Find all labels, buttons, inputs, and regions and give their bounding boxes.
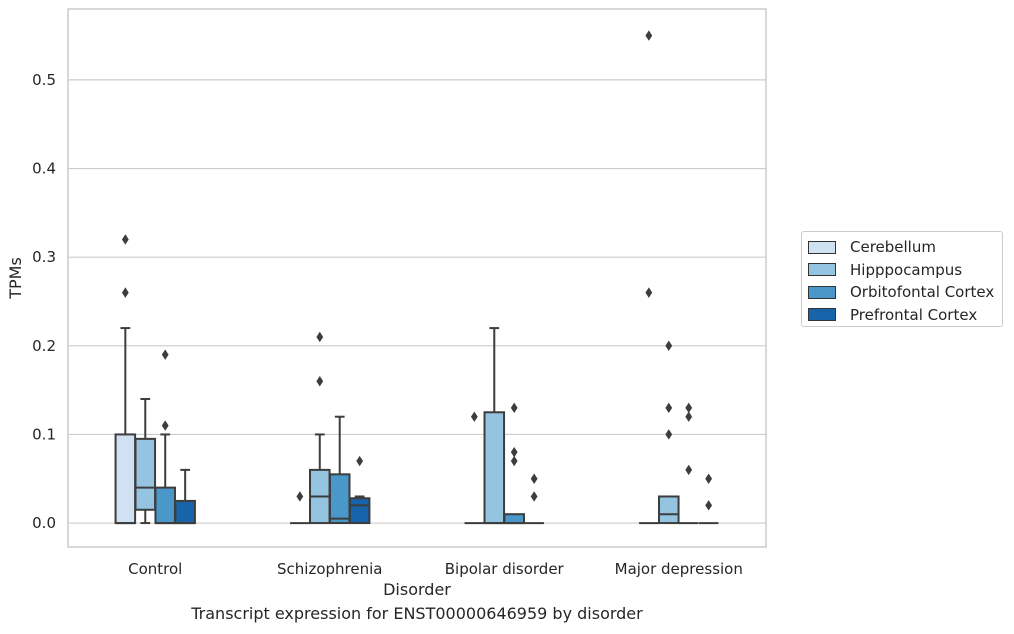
outlier-point [161, 349, 169, 360]
box-iqr [483, 411, 506, 525]
x-tick-label: Schizophrenia [277, 560, 382, 578]
x-axis-label: Disorder [383, 580, 451, 599]
box-cerebellum [464, 411, 485, 525]
outlier-point [685, 402, 693, 414]
x-tick-label: Bipolar disorder [445, 560, 565, 578]
box-hipppocampus [483, 327, 506, 525]
legend: Cerebellum Hipppocampus Orbitofontal Corte… [801, 231, 1003, 327]
box-orbitofontal-cortex [154, 349, 176, 525]
box-iqr [134, 437, 157, 511]
box-prefrontal-cortex [348, 455, 371, 525]
y-tick-label: 0.5 [32, 71, 56, 89]
x-tick-label: Major depression [615, 560, 743, 578]
legend-swatch [808, 308, 836, 322]
box-iqr [174, 499, 196, 525]
legend-label: Hipppocampus [850, 260, 963, 279]
outlier-point [705, 473, 713, 484]
legend-item: Prefrontal Cortex [802, 304, 1002, 327]
box-hipppocampus [658, 340, 680, 525]
box-cerebellum [290, 491, 310, 525]
box-iqr [328, 473, 351, 525]
outlier-point [705, 500, 713, 511]
box-prefrontal-cortex [524, 473, 544, 525]
box-hipppocampus [309, 331, 331, 525]
box-iqr [348, 497, 371, 525]
box-cerebellum [114, 234, 137, 525]
outlier-point [685, 411, 693, 422]
box-iqr [114, 433, 137, 525]
outlier-point [530, 473, 538, 484]
legend-label: Cerebellum [850, 238, 936, 257]
y-tick-label: 0.0 [32, 514, 56, 532]
outlier-point [296, 491, 304, 502]
outlier-point [645, 287, 653, 298]
legend-label: Orbitofontal Cortex [850, 283, 995, 302]
legend-item: Hipppocampus [802, 259, 1002, 282]
gridlines [68, 79, 766, 524]
box-orbitofontal-cortex [328, 415, 351, 525]
legend-swatch [808, 285, 836, 299]
outlier-point [316, 376, 324, 387]
box-iqr [154, 486, 176, 525]
outlier-point [470, 411, 478, 422]
box-hipppocampus [134, 397, 157, 525]
legend-label: Prefrontal Cortex [850, 305, 978, 324]
outlier-point [121, 234, 129, 245]
legend-swatch [808, 240, 836, 254]
boxes [114, 30, 719, 525]
outlier-point [510, 402, 518, 414]
legend-item: Cerebellum [802, 236, 1002, 259]
chart-caption: Transcript expression for ENST0000064695… [191, 604, 643, 623]
outlier-point [665, 340, 673, 352]
legend-item: Orbitofontal Cortex [802, 281, 1002, 304]
y-axis-label: TPMs [6, 257, 25, 300]
plot-frame [67, 8, 767, 548]
box-prefrontal-cortex [698, 473, 719, 525]
y-tick-label: 0.3 [32, 248, 56, 266]
outlier-point [161, 420, 169, 431]
y-tick-label: 0.1 [32, 425, 56, 443]
box-iqr [658, 495, 680, 525]
box-orbitofontal-cortex [678, 402, 699, 525]
outlier-point [510, 446, 518, 458]
box-prefrontal-cortex [174, 468, 196, 525]
x-tick-label: Control [128, 560, 182, 578]
outlier-point [510, 455, 518, 467]
outlier-point [316, 331, 324, 343]
tick-labels: 0.0 0.1 0.2 0.3 0.4 0.5 Control Schizophrenia Bi… [32, 71, 743, 578]
box-cerebellum [639, 30, 659, 525]
y-tick-label: 0.2 [32, 337, 56, 355]
outlier-point [530, 491, 538, 502]
outlier-point [121, 287, 129, 298]
legend-swatch [808, 263, 836, 277]
y-tick-label: 0.4 [32, 160, 56, 178]
outlier-point [356, 455, 364, 467]
outlier-point [645, 30, 653, 41]
outlier-point [665, 429, 673, 440]
box-iqr [503, 513, 525, 525]
outlier-point [685, 464, 693, 476]
outlier-point [665, 402, 673, 414]
box-orbitofontal-cortex [503, 402, 525, 525]
